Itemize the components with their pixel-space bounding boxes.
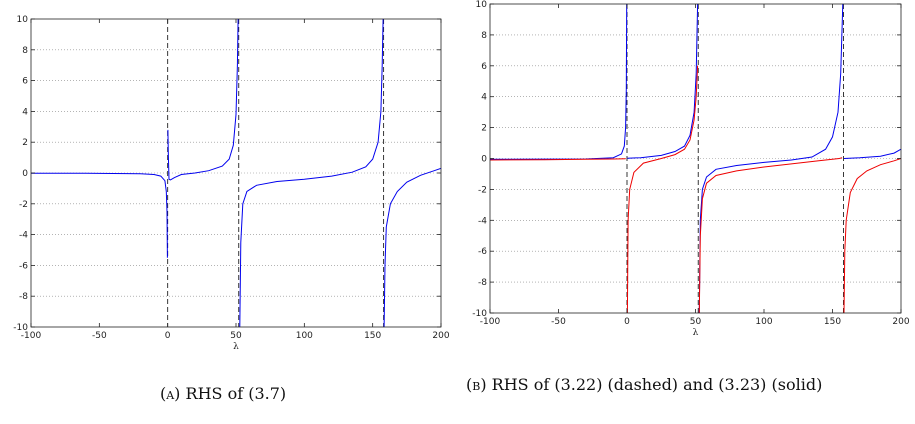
chart-b-series-0-segment (627, 4, 699, 159)
chart-a-y-tick-label: 8 (22, 46, 28, 56)
chart-a-series-0-segment (239, 19, 384, 327)
chart-a-x-tick-label: 150 (364, 331, 381, 341)
chart-a-x-tick-label: 0 (165, 331, 171, 341)
chart-a-x-tick-label: 50 (230, 331, 242, 341)
chart-b-y-tick-label: -10 (472, 309, 487, 319)
chart-b-y-tick-label: 4 (481, 93, 487, 103)
chart-panel-b: -100 -50 0 50 100 150 200 -10 -8 -6 -4 -2 0 2 4 6 8 10 λ (472, 0, 910, 338)
chart-b-x-axis-label: λ (693, 328, 699, 338)
chart-b-y-tick-label: -6 (478, 247, 487, 257)
chart-b-y-tick-label: 10 (476, 0, 488, 10)
chart-panel-a: -100 -50 0 50 100 150 200 -10 -8 -6 -4 -2 0 2 4 6 8 10 λ (13, 15, 450, 352)
chart-a-x-tick-label: -100 (21, 331, 42, 341)
chart-b-y-tick-label: 2 (481, 124, 487, 134)
chart-a-x-tick-label: -50 (92, 331, 107, 341)
chart-b-series-1-segment (490, 158, 626, 161)
chart-b-x-tick-label: 200 (892, 317, 909, 327)
chart-a-x-tick-label: 100 (296, 331, 313, 341)
chart-a-y-tick-label: 6 (22, 77, 28, 87)
chart-b-series-1-segment (626, 65, 699, 313)
chart-a-x-tick-label: 200 (432, 331, 449, 341)
caption-b-tag: (b) (466, 375, 487, 394)
caption-a-text: RHS of (3.7) (185, 384, 287, 403)
chart-a-y-tick-label: -4 (19, 231, 28, 241)
chart-b-y-tick-label: 8 (481, 31, 487, 41)
chart-b-series-0-segment (698, 4, 844, 313)
chart-b-y-tick-label: -8 (478, 278, 487, 288)
chart-a-y-tick-label: 2 (22, 138, 28, 148)
chart-a-y-tick-label: -2 (19, 200, 28, 210)
caption-b: (b) RHS of (3.22) (dashed) and (3.23) (s… (466, 374, 906, 395)
chart-b-x-tick-label: 100 (755, 317, 772, 327)
caption-a: (a) RHS of (3.7) (160, 383, 286, 404)
chart-b-series-1-segment (698, 157, 843, 313)
caption-a-tag: (a) (160, 384, 181, 403)
chart-b-series-0-segment (843, 148, 901, 159)
chart-a-series-0-segment (167, 19, 239, 181)
chart-b-x-tick-label: -100 (480, 317, 501, 327)
chart-a-x-axis-label: λ (233, 342, 239, 352)
chart-b-y-tick-label: -4 (478, 216, 487, 226)
chart-a-y-tick-label: 10 (17, 15, 29, 25)
chart-b-series-0-segment (490, 4, 628, 160)
chart-b-y-tick-label: 0 (481, 155, 487, 165)
chart-b-y-tick-label: 6 (481, 62, 487, 72)
chart-b-x-tick-label: 0 (624, 317, 630, 327)
chart-b-series-1-segment (843, 158, 901, 313)
chart-a-y-tick-label: -6 (19, 261, 28, 271)
chart-a-y-tick-label: -8 (19, 292, 28, 302)
chart-b-x-tick-label: 50 (690, 317, 702, 327)
chart-a-y-tick-label: -10 (13, 323, 28, 333)
caption-b-text: RHS of (3.22) (dashed) and (3.23) (solid… (491, 375, 823, 394)
chart-a-y-tick-label: 0 (22, 169, 28, 179)
chart-a-series-0-segment (31, 172, 168, 258)
chart-b-x-tick-label: -50 (551, 317, 566, 327)
chart-b-y-tick-label: -2 (478, 185, 487, 195)
chart-a-y-tick-label: 4 (22, 107, 28, 117)
chart-a-series-0-segment (383, 167, 441, 327)
chart-b-x-tick-label: 150 (824, 317, 841, 327)
